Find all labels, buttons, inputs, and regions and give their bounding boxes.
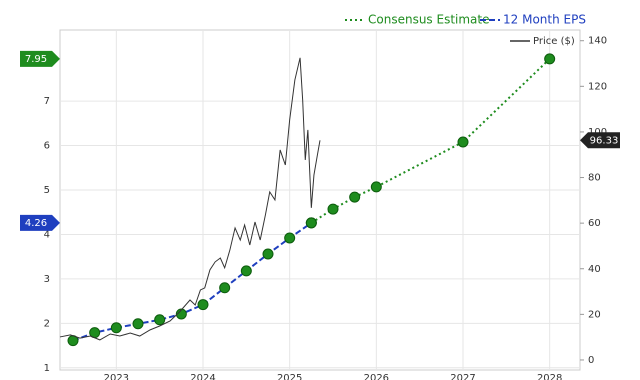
- data-point: [370, 181, 382, 193]
- y-tick-label: 4: [44, 229, 50, 240]
- data-point: [197, 299, 209, 311]
- y-tick-label: 5: [44, 185, 50, 196]
- y2-tick-label: 0: [588, 355, 594, 366]
- y2-tick-label: 40: [588, 264, 601, 275]
- y2-tick-label: 20: [588, 309, 601, 320]
- legend-label: Consensus Estimate: [368, 13, 490, 27]
- data-point: [544, 53, 556, 65]
- data-point: [219, 282, 231, 294]
- y2-tick-label: 120: [588, 81, 607, 92]
- y-tick-label: 7: [44, 96, 50, 107]
- value-flag-label: 7.95: [25, 54, 47, 65]
- data-point: [132, 318, 144, 330]
- value-flag-label: 4.26: [25, 218, 47, 229]
- y2-tick-label: 80: [588, 173, 601, 184]
- x-tick-label: 2028: [537, 373, 562, 380]
- legend-label: Price ($): [533, 36, 575, 47]
- x-tick-label: 2026: [364, 373, 389, 380]
- data-point: [457, 136, 469, 148]
- data-point: [349, 191, 361, 203]
- value-flag-label: 96.33: [590, 135, 619, 146]
- data-point: [284, 232, 296, 244]
- data-point: [154, 314, 166, 326]
- data-point: [327, 203, 339, 215]
- y-tick-label: 1: [44, 363, 50, 374]
- x-tick-label: 2027: [450, 373, 475, 380]
- value-flag: [580, 132, 620, 149]
- legend-label: 12 Month EPS: [503, 13, 586, 27]
- data-point: [110, 322, 122, 334]
- series-line: [59, 57, 321, 341]
- y-tick-label: 6: [44, 141, 50, 152]
- y-tick-label: 2: [44, 318, 50, 329]
- plot-area: [59, 29, 581, 371]
- y2-tick-label: 60: [588, 218, 601, 229]
- x-tick-label: 2024: [190, 373, 215, 380]
- data-point: [175, 308, 187, 320]
- y-tick-label: 3: [44, 274, 50, 285]
- value-flag: [20, 214, 60, 231]
- x-tick-label: 2025: [277, 373, 302, 380]
- data-point: [262, 248, 274, 260]
- y2-tick-label: 140: [588, 36, 607, 47]
- data-point: [305, 217, 317, 229]
- x-tick-label: 2023: [104, 373, 129, 380]
- value-flag: [20, 50, 60, 67]
- data-point: [240, 265, 252, 277]
